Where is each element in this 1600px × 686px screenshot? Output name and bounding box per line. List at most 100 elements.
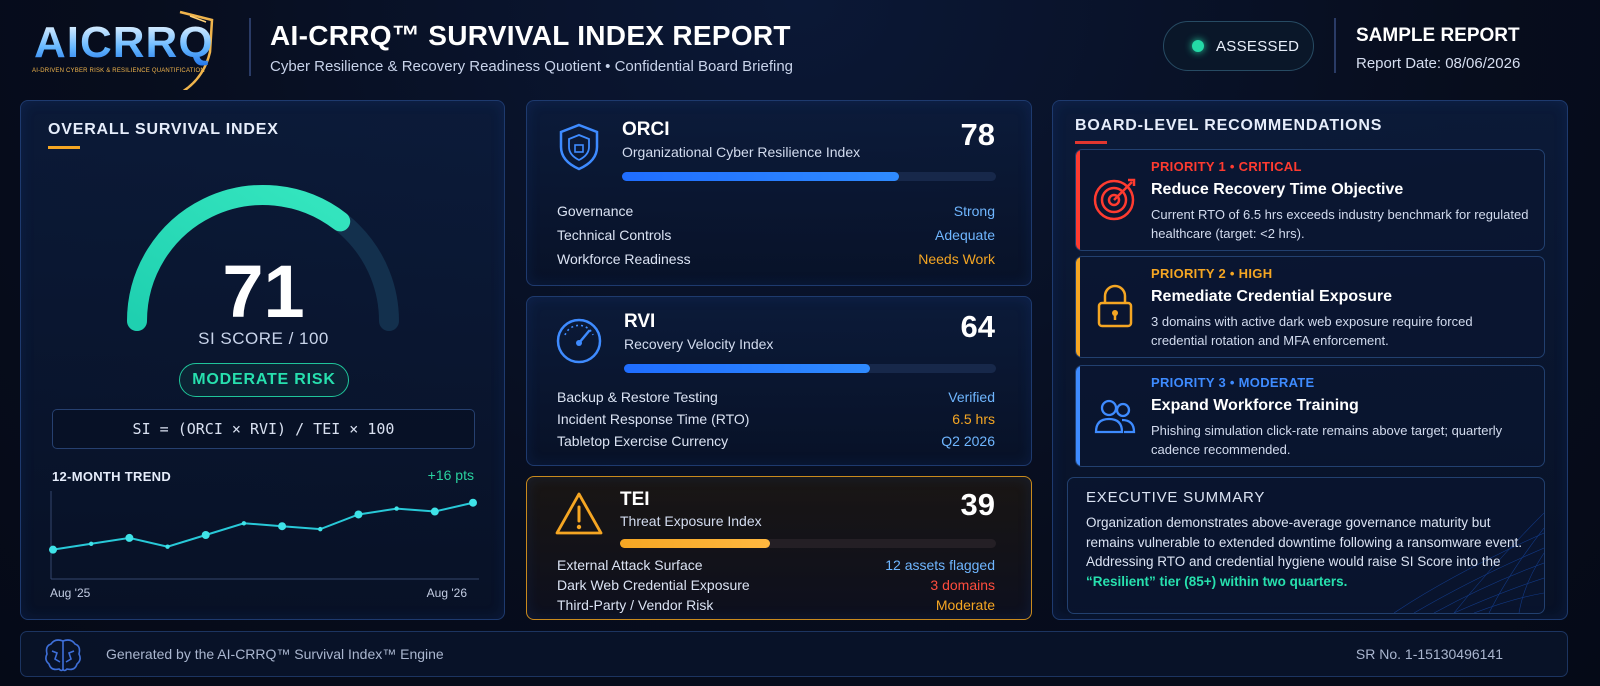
rvi-score: 64: [960, 309, 995, 344]
orci-progress-bar: [622, 172, 996, 181]
trend-delta: +16 pts: [427, 467, 474, 483]
logo-wordmark: AICRRQ: [34, 18, 214, 67]
trend-point: [469, 498, 477, 507]
report-title: AI-CRRQ™ SURVIVAL INDEX REPORT: [270, 20, 791, 51]
tei-row-dark-web: Dark Web Credential Exposure 3 domains: [557, 577, 995, 597]
ai-brain-icon: [45, 639, 81, 672]
recommendation-body: Current RTO of 6.5 hrs exceeds industry …: [1151, 207, 1529, 241]
row-value: Moderate: [935, 597, 995, 613]
rvi-panel: RVI Recovery Velocity Index 64 Backup & …: [526, 296, 1032, 466]
logo-tagline: AI-DRIVEN CYBER RISK & RESILIENCE QUANTI…: [32, 68, 205, 74]
row-label: Workforce Readiness: [557, 251, 691, 267]
si-formula: SI = (ORCI × RVI) / TEI × 100: [52, 409, 475, 449]
report-footer: Generated by the AI-CRRQ™ Survival Index…: [20, 631, 1568, 677]
rvi-row-backup-restore: Backup & Restore Testing Verified: [557, 389, 995, 409]
footer-generated-by: Generated by the AI-CRRQ™ Survival Index…: [106, 646, 444, 662]
speedometer-icon: [556, 318, 602, 364]
status-dot-icon: [1192, 40, 1204, 52]
orci-name: ORCI: [622, 119, 670, 140]
priority-label: PRIORITY 1 • CRITICAL: [1151, 159, 1302, 174]
users-icon: [1094, 399, 1136, 434]
row-label: Third-Party / Vendor Risk: [557, 597, 714, 613]
trend-x-end-label: Aug '26: [426, 586, 467, 600]
report-type: SAMPLE REPORT: [1356, 25, 1520, 46]
orci-panel: ORCI Organizational Cyber Resilience Ind…: [526, 100, 1032, 286]
status-label: ASSESSED: [1216, 37, 1300, 55]
recommendation-body: 3 domains with active dark web exposure …: [1151, 314, 1473, 348]
tei-row-attack-surface: External Attack Surface 12 assets flagge…: [557, 557, 995, 577]
row-label: Technical Controls: [557, 227, 672, 243]
executive-summary-body: Organization demonstrates above-average …: [1086, 513, 1526, 591]
trend-point: [318, 526, 323, 532]
title-underline: [48, 146, 80, 149]
report-header: AICRRQ AI-DRIVEN CYBER RISK & RESILIENCE…: [0, 0, 1600, 96]
row-value: 12 assets flagged: [885, 557, 995, 573]
lock-icon: [1097, 284, 1133, 328]
target-icon: [1093, 178, 1136, 221]
row-label: Backup & Restore Testing: [557, 389, 718, 405]
report-date: Report Date: 08/06/2026: [1356, 55, 1521, 72]
orci-score: 78: [960, 117, 995, 152]
card-accent: [1076, 150, 1080, 250]
trend-point: [241, 521, 247, 526]
trend-point: [49, 545, 57, 554]
orci-full-name: Organizational Cyber Resilience Index: [622, 144, 861, 160]
row-value: Verified: [948, 389, 995, 405]
row-label: External Attack Surface: [557, 557, 703, 573]
shield-icon: [559, 123, 599, 171]
header-divider: [249, 18, 251, 76]
trend-point: [201, 531, 210, 539]
recommendation-heading: Expand Workforce Training: [1151, 397, 1359, 414]
rvi-progress-fill: [624, 364, 870, 373]
priority-label: PRIORITY 2 • HIGH: [1151, 266, 1273, 281]
recommendation-heading: Reduce Recovery Time Objective: [1151, 181, 1404, 198]
row-label: Tabletop Exercise Currency: [557, 433, 729, 449]
recommendation-body: Phishing simulation click-rate remains a…: [1151, 423, 1503, 457]
rvi-progress-bar: [624, 364, 996, 373]
row-value: Strong: [953, 203, 995, 219]
priority-label: PRIORITY 3 • MODERATE: [1151, 375, 1315, 390]
trend-point: [394, 506, 399, 511]
executive-summary-card: EXECUTIVE SUMMARY Organization demonstra…: [1067, 477, 1545, 614]
trend-point: [278, 522, 287, 531]
executive-summary-title: EXECUTIVE SUMMARY: [1086, 489, 1266, 506]
trend-point: [88, 541, 94, 546]
rvi-name: RVI: [624, 311, 656, 332]
report-subtitle: Cyber Resilience & Recovery Readiness Qu…: [270, 58, 794, 75]
orci-row-workforce-readiness: Workforce Readiness Needs Work: [557, 251, 995, 271]
gauge-fill: [127, 184, 351, 331]
overall-survival-index-panel: OVERALL SURVIVAL INDEX 71 SI SCORE / 100…: [20, 100, 505, 620]
tei-full-name: Threat Exposure Index: [620, 513, 762, 529]
tei-score: 39: [960, 487, 995, 522]
risk-badge: MODERATE RISK: [179, 363, 349, 397]
recommendations-title: BOARD-LEVEL RECOMMENDATIONS: [1075, 117, 1383, 134]
row-value: Adequate: [935, 227, 995, 243]
row-value: 6.5 hrs: [952, 411, 995, 427]
row-value: Needs Work: [918, 251, 995, 267]
recommendations-panel: BOARD-LEVEL RECOMMENDATIONS PRIORITY 1 •…: [1052, 100, 1568, 620]
trend-point: [430, 507, 439, 516]
panel-title: OVERALL SURVIVAL INDEX: [48, 121, 279, 138]
trend-series-line: [52, 501, 474, 551]
trend-title: 12-MONTH TREND: [52, 469, 172, 484]
tei-progress-bar: [620, 539, 996, 548]
trend-x-start-label: Aug '25: [50, 586, 91, 600]
assessed-status-badge: ASSESSED: [1163, 21, 1314, 71]
card-accent: [1076, 366, 1080, 466]
si-score-label: SI SCORE / 100: [198, 329, 329, 348]
row-value: Q2 2026: [941, 433, 995, 449]
warning-icon: [555, 492, 603, 535]
trend-point: [354, 510, 363, 519]
recommendation-card-3: PRIORITY 3 • MODERATE Expand Workforce T…: [1075, 365, 1545, 467]
si-score: 71: [222, 250, 305, 333]
summary-highlight: “Resilient” tier (85+) within two quarte…: [1086, 573, 1348, 589]
tei-progress-fill: [620, 539, 771, 548]
aicrrq-logo: AICRRQ AI-DRIVEN CYBER RISK & RESILIENCE…: [30, 8, 230, 90]
summary-text: Organization demonstrates above-average …: [1086, 515, 1522, 569]
rvi-row-incident-response: Incident Response Time (RTO) 6.5 hrs: [557, 411, 995, 431]
row-value: 3 domains: [930, 577, 995, 593]
tei-panel: TEI Threat Exposure Index 39 External At…: [526, 476, 1032, 620]
orci-row-governance: Governance Strong: [557, 203, 995, 223]
tei-name: TEI: [620, 489, 650, 510]
row-label: Incident Response Time (RTO): [557, 411, 750, 427]
